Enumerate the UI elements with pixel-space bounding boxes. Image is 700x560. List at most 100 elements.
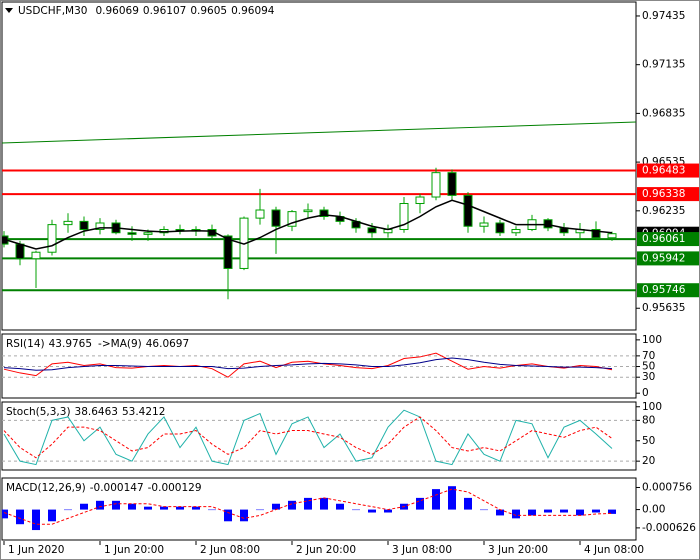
chart-title: USDCHF,M30 0.96069 0.96107 0.9605 0.96094 [18, 5, 275, 17]
y-tick-label: 0 [642, 387, 649, 399]
title-part: 0.96069 [95, 5, 138, 17]
series-last-value: 38.6463 [75, 406, 118, 418]
histogram-bar [112, 500, 120, 510]
series-last-value: 43.9765 [49, 338, 92, 350]
candle-body [143, 232, 153, 235]
histogram-bar [432, 489, 440, 510]
candle-body [255, 209, 265, 219]
level-tag-label: 0.95746 [642, 284, 686, 296]
histogram-bar [464, 497, 472, 510]
level-tag [637, 283, 699, 298]
y-tick-label: 50 [642, 361, 655, 373]
indicator-line [3, 357, 613, 371]
histogram-bar [496, 509, 504, 516]
level-tag-label: 0.95942 [642, 252, 685, 264]
level-tag-label: 0.96061 [642, 233, 685, 245]
indicator-line [3, 488, 613, 525]
x-tick-label: 4 Jun 08:00 [584, 544, 644, 556]
y-tick-label: 0.96235 [642, 205, 685, 217]
symbol-icon [5, 8, 13, 13]
candle-body [415, 196, 425, 205]
moving-average [3, 199, 613, 250]
candle-body [463, 194, 473, 227]
candle-body [431, 172, 441, 198]
y-tick-label: 100 [642, 401, 662, 413]
histogram-bar [416, 497, 424, 510]
candle-body [367, 227, 377, 234]
y-tick-label: 0.00 [642, 504, 665, 516]
histogram-bar [160, 506, 168, 510]
histogram-bar [544, 509, 552, 513]
histogram-bar [560, 509, 568, 513]
plot [2, 121, 636, 300]
title-part: 0.9605 [190, 5, 227, 17]
y-tick-label: -0.000626 [642, 522, 696, 534]
histogram-bar [272, 503, 280, 510]
indicator-title: Stoch(5,3,3) [6, 406, 71, 418]
candle-body [479, 222, 489, 227]
y-tick-label: 50 [642, 435, 655, 447]
y-tick-label: 0.000756 [642, 481, 692, 493]
histogram-bar [320, 497, 328, 510]
candle-body [543, 219, 553, 229]
x-tick-label: 3 Jun 08:00 [392, 544, 452, 556]
candle-body [319, 209, 329, 217]
candle-body [31, 251, 41, 260]
candle-body [271, 209, 281, 227]
plot [2, 352, 636, 378]
level-tag [637, 163, 699, 178]
histogram-bar [96, 500, 104, 510]
histogram-bar [336, 503, 344, 510]
histogram-bar [512, 509, 520, 519]
title-part: 0.96094 [231, 5, 275, 17]
histogram-bar [224, 509, 232, 522]
histogram-bar [192, 506, 200, 510]
histogram-bar [304, 497, 312, 510]
histogram-bar [2, 509, 8, 519]
histogram-bar [256, 509, 264, 511]
histogram-bar [384, 509, 392, 513]
panel [1, 477, 637, 541]
histogram-bar [64, 509, 72, 511]
histogram-bar [16, 509, 24, 525]
histogram-bar [368, 509, 376, 513]
histogram-bar [144, 506, 152, 510]
panel [1, 401, 637, 471]
candle-body [399, 203, 409, 230]
histogram-bar [32, 509, 40, 531]
indicator-label: RSI(14) 43.9765 ->MA(9) 46.0697 [6, 338, 189, 350]
candle-body [79, 220, 89, 230]
series-name: RSI(14) [6, 338, 45, 350]
x-tick-label: 1 Jun 20:00 [104, 544, 164, 556]
panel [1, 1, 637, 331]
plot [2, 486, 616, 531]
y-tick-label: 70 [642, 350, 655, 362]
y-tick-label: 20 [642, 455, 655, 467]
title-part: USDCHF,M30 [18, 5, 87, 17]
histogram-bar [448, 486, 456, 510]
level-tag-label: 0.96483 [642, 165, 685, 177]
level-tag-label: 0.96338 [642, 188, 685, 200]
level-tag [637, 251, 699, 266]
candle-body [303, 209, 313, 213]
x-tick-label: 2 Jun 20:00 [296, 544, 356, 556]
series-last-value: -0.000147 [90, 482, 144, 494]
candle-body [495, 222, 505, 234]
level-tag [637, 232, 699, 247]
series-last-value: 46.0697 [146, 338, 189, 350]
candle-body [95, 222, 105, 230]
y-tick-label: 80 [642, 414, 655, 426]
candle-body [15, 243, 25, 260]
y-tick-label: 100 [642, 334, 662, 346]
level-tag [637, 187, 699, 202]
candle-body [591, 228, 601, 239]
histogram-bar [240, 509, 248, 522]
histogram-bar [352, 509, 360, 511]
series-last-value: -0.000129 [148, 482, 202, 494]
histogram-bar [576, 509, 584, 516]
series-last-value: 53.4212 [122, 406, 165, 418]
histogram-bar [608, 509, 616, 514]
y-tick-label: 0.97435 [642, 10, 685, 22]
histogram-bar [48, 509, 56, 522]
y-tick-label: 0.95635 [642, 302, 685, 314]
